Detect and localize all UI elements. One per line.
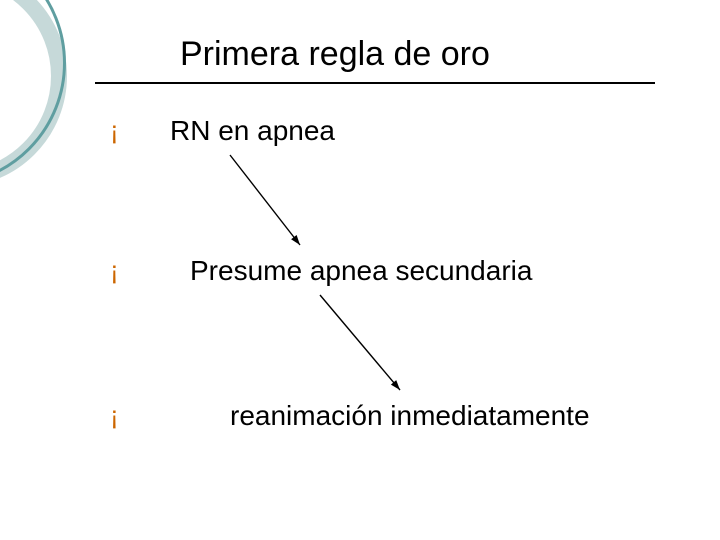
arrow-icon xyxy=(0,0,720,540)
slide: Primera regla de oro ¡ ¡ ¡ RN en apnea P… xyxy=(0,0,720,540)
